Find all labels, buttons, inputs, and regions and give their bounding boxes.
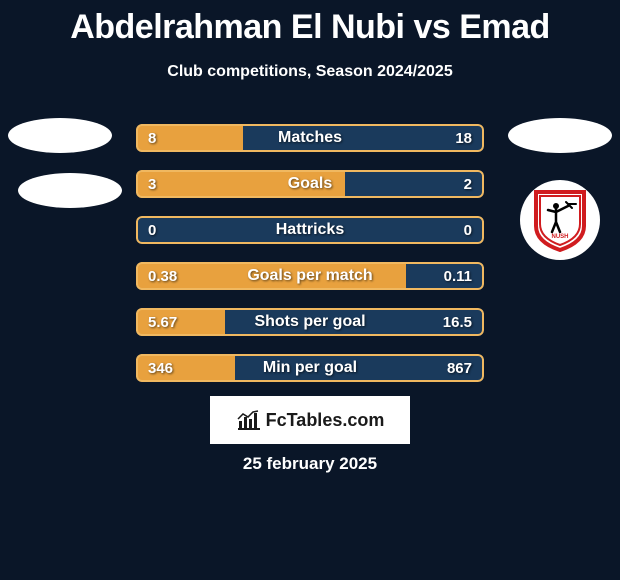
stat-value-right: 0	[464, 222, 472, 239]
brand-logo: FcTables.com	[210, 396, 410, 444]
svg-text:NUSH: NUSH	[551, 234, 568, 240]
stat-bar: 0Hattricks0	[136, 216, 484, 244]
stat-value-right: 18	[455, 130, 472, 147]
stat-label: Hattricks	[136, 221, 484, 239]
page-title: Abdelrahman El Nubi vs Emad	[0, 0, 620, 47]
page-subtitle: Club competitions, Season 2024/2025	[0, 63, 620, 81]
player1-club-badge	[18, 173, 122, 208]
stat-label: Min per goal	[136, 359, 484, 377]
stat-bar: 346Min per goal867	[136, 354, 484, 382]
stat-label: Goals per match	[136, 267, 484, 285]
date-text: 25 february 2025	[0, 454, 620, 474]
player2-avatar	[508, 118, 612, 153]
stat-value-right: 867	[447, 360, 472, 377]
stat-value-right: 2	[464, 176, 472, 193]
stat-bar: 3Goals2	[136, 170, 484, 198]
stat-label: Goals	[136, 175, 484, 193]
zamalek-shield-icon: NUSH	[532, 188, 588, 252]
stat-bar: 0.38Goals per match0.11	[136, 262, 484, 290]
brand-text: FcTables.com	[266, 410, 385, 431]
player2-club-badge: NUSH	[520, 180, 600, 260]
stat-bar: 8Matches18	[136, 124, 484, 152]
chart-icon	[236, 409, 262, 431]
stat-bar: 5.67Shots per goal16.5	[136, 308, 484, 336]
stat-value-right: 0.11	[444, 268, 472, 285]
comparison-bars: 8Matches18 3Goals2 0Hattricks0 0.38Goals pe…	[136, 124, 484, 400]
stat-label: Shots per goal	[136, 313, 484, 331]
stat-label: Matches	[136, 129, 484, 147]
stat-value-right: 16.5	[443, 314, 472, 331]
player1-avatar	[8, 118, 112, 153]
